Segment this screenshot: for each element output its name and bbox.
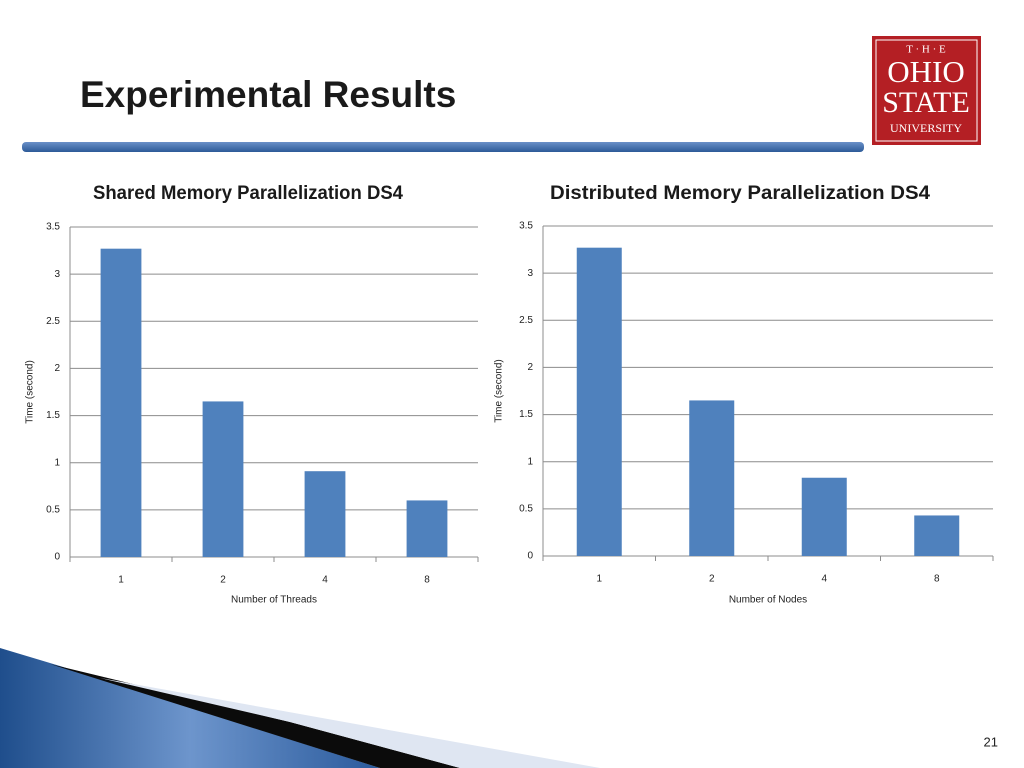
bar [100, 248, 142, 557]
y-tick-label: 3 [54, 269, 60, 280]
x-tick-label: 8 [424, 575, 430, 586]
logo-text: STATE [882, 86, 970, 119]
y-tick-label: 3.5 [46, 222, 60, 233]
logo-text: OHIO [887, 54, 965, 89]
decor-band [100, 678, 600, 768]
x-tick-label: 2 [220, 575, 226, 586]
x-tick-label: 1 [596, 574, 602, 585]
bar [304, 471, 346, 557]
y-tick-label: 0.5 [46, 504, 60, 515]
logo-text: T · H · E [906, 44, 946, 56]
y-tick-label: 0 [54, 552, 60, 563]
y-tick-label: 2.5 [46, 316, 60, 327]
x-tick-label: 2 [709, 574, 715, 585]
y-tick-label: 1 [527, 456, 533, 467]
y-tick-label: 2.5 [519, 315, 533, 326]
page-number: 21 [984, 734, 998, 749]
y-tick-label: 1.5 [46, 410, 60, 421]
x-tick-label: 8 [934, 574, 940, 585]
x-tick-label: 4 [821, 574, 827, 585]
y-axis-label: Time (second) [25, 360, 36, 424]
y-tick-label: 2 [54, 363, 60, 374]
bar [801, 477, 847, 556]
logo-border [875, 39, 978, 142]
charts: Shared Memory Parallelization DS4 0 0.5 1 1.… [25, 183, 994, 606]
y-tick-label: 1.5 [519, 409, 533, 420]
y-tick-label: 1 [54, 457, 60, 468]
chart-title: Shared Memory Parallelization DS4 [93, 183, 403, 204]
chart-title: Distributed Memory Parallelization DS4 [550, 183, 930, 204]
x-tick-label: 4 [322, 575, 328, 586]
bar [406, 500, 448, 557]
y-tick-label: 2 [527, 362, 533, 373]
bar [689, 400, 735, 556]
x-axis-label: Number of Nodes [729, 595, 807, 606]
y-tick-label: 3.5 [519, 221, 533, 232]
logo [872, 36, 981, 145]
logo-text: UNIVERSITY [890, 121, 962, 135]
bar [576, 247, 622, 556]
slide-title: Experimental Results [80, 74, 456, 115]
x-tick-label: 1 [118, 575, 124, 586]
y-tick-label: 0.5 [519, 503, 533, 514]
y-tick-label: 3 [527, 268, 533, 279]
y-axis-label: Time (second) [494, 359, 505, 423]
y-tick-label: 0 [527, 551, 533, 562]
title-rule [22, 142, 864, 152]
bar [914, 515, 960, 556]
bar [202, 401, 244, 557]
x-axis-label: Number of Threads [231, 595, 317, 606]
